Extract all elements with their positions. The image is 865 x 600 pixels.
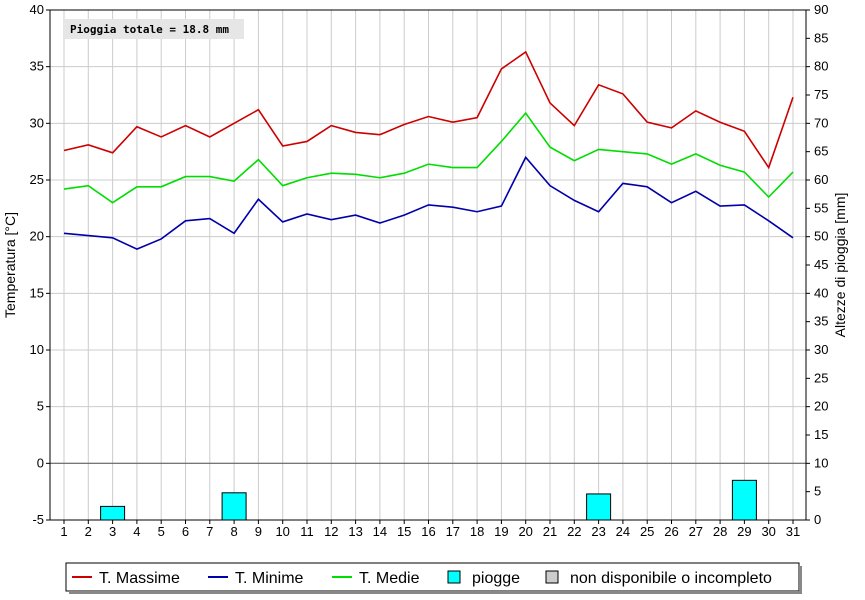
right-tick-label: 55 (814, 200, 828, 215)
series-line-t-medie (63, 111, 794, 204)
left-tick-label: -5 (32, 512, 44, 527)
rain-bar (586, 493, 612, 521)
legend-shadow (799, 566, 802, 594)
x-tick-label: 18 (470, 524, 484, 539)
x-tick-label: 17 (446, 524, 460, 539)
rain-bars (100, 479, 757, 521)
right-tick-label: 80 (814, 59, 828, 74)
x-tick-label: 25 (640, 524, 654, 539)
x-tick-label: 29 (737, 524, 751, 539)
right-tick-label: 50 (814, 229, 828, 244)
left-axis-ticks: -5 0 5 10 15 20 25 30 35 40 (30, 2, 50, 527)
left-tick-label: 25 (30, 172, 44, 187)
x-tick-label: 3 (109, 524, 116, 539)
x-tick-label: 10 (275, 524, 289, 539)
x-axis-ticks: 1 2 3 4 5 6 7 8 9 10 11 12 13 14 15 16 17 18 19 20 21 22 23 24 2… (60, 520, 800, 539)
right-tick-label: 20 (814, 399, 828, 414)
x-tick-label: 8 (230, 524, 237, 539)
right-tick-label: 15 (814, 427, 828, 442)
left-axis-label: Temperatura [°C] (2, 212, 18, 318)
left-tick-label: 15 (30, 285, 44, 300)
legend-shadow-bottom (69, 591, 802, 594)
x-tick-label: 15 (397, 524, 411, 539)
left-tick-label: 0 (37, 455, 44, 470)
x-tick-label: 28 (713, 524, 727, 539)
left-tick-label: 35 (30, 59, 44, 74)
x-tick-label: 16 (421, 524, 435, 539)
left-tick-label: 5 (37, 399, 44, 414)
right-tick-label: 90 (814, 2, 828, 17)
right-tick-label: 75 (814, 87, 828, 102)
right-tick-label: 0 (814, 512, 821, 527)
right-tick-label: 65 (814, 144, 828, 159)
x-tick-label: 6 (182, 524, 189, 539)
x-tick-label: 1 (60, 524, 67, 539)
right-tick-label: 45 (814, 257, 828, 272)
rain-bar (221, 492, 247, 521)
annotation-box (64, 19, 244, 39)
right-axis-label: Altezze di pioggia [mm] (832, 193, 848, 338)
series-line-t-massime (63, 50, 794, 170)
x-tick-label: 20 (518, 524, 532, 539)
x-tick-label: 11 (300, 524, 314, 539)
right-tick-label: 40 (814, 285, 828, 300)
x-tick-label: 14 (373, 524, 387, 539)
x-tick-label: 22 (567, 524, 581, 539)
legend-label-piogge: piogge (472, 570, 520, 587)
x-tick-label: 5 (158, 524, 165, 539)
right-axis-ticks: 0 5 10 15 20 25 30 35 40 45 50 55 60 65 70 75 80 85 90 (806, 2, 828, 527)
right-tick-label: 70 (814, 115, 828, 130)
x-tick-label: 24 (616, 524, 630, 539)
x-tick-label: 27 (689, 524, 703, 539)
x-tick-label: 7 (206, 524, 213, 539)
legend: T. Massime T. Minime T. Medie piogge non dis… (72, 570, 772, 587)
legend-swatch-non-disponibile-o-incompleto (545, 570, 559, 584)
x-tick-label: 4 (133, 524, 140, 539)
legend-swatch-piogge (447, 570, 461, 584)
rain-bar (100, 505, 126, 521)
right-tick-label: 60 (814, 172, 828, 187)
x-tick-label: 21 (543, 524, 557, 539)
legend-label-t-minime: T. Minime (235, 570, 304, 587)
x-tick-label: 30 (761, 524, 775, 539)
x-tick-label: 31 (786, 524, 800, 539)
x-tick-label: 2 (85, 524, 92, 539)
x-tick-label: 26 (664, 524, 678, 539)
x-tick-label: 23 (591, 524, 605, 539)
x-tick-label: 19 (494, 524, 508, 539)
rain-total-annotation: Pioggia totale = 18.8 mm (70, 23, 229, 36)
left-tick-label: 10 (30, 342, 44, 357)
legend-label-t-massime: T. Massime (99, 570, 180, 587)
temperature-lines (63, 50, 794, 251)
left-tick-label: 20 (30, 229, 44, 244)
left-tick-label: 30 (30, 115, 44, 130)
series-line-t-minime (63, 155, 794, 251)
right-tick-label: 5 (814, 484, 821, 499)
right-tick-label: 10 (814, 455, 828, 470)
rain-bar (731, 479, 757, 521)
right-tick-label: 85 (814, 30, 828, 45)
legend-label-t-medie: T. Medie (359, 570, 420, 587)
legend-label-non-disponibile-o-incompleto: non disponibile o incompleto (570, 570, 772, 587)
right-tick-label: 35 (814, 314, 828, 329)
x-tick-label: 9 (255, 524, 262, 539)
right-tick-label: 25 (814, 370, 828, 385)
x-tick-label: 13 (348, 524, 362, 539)
left-tick-label: 40 (30, 2, 44, 17)
right-tick-label: 30 (814, 342, 828, 357)
x-tick-label: 12 (324, 524, 338, 539)
